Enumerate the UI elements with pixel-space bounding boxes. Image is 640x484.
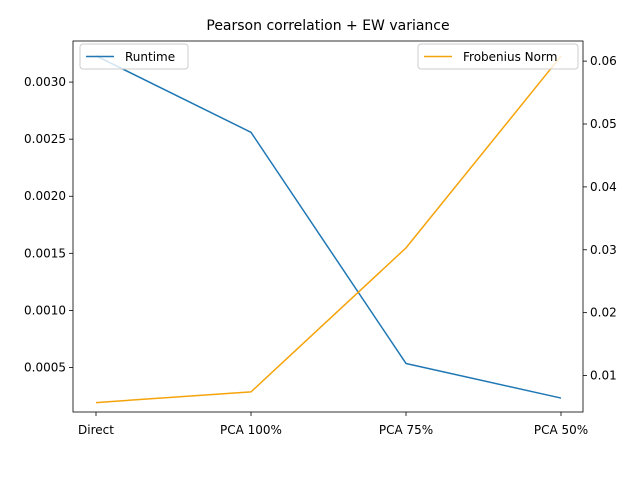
legends: Runtime Frobenius Norm	[79, 43, 579, 70]
legend-box	[79, 43, 189, 70]
left-y-tick-label: 0.0015	[24, 246, 66, 260]
x-tick-label: PCA 75%	[379, 423, 433, 437]
left-y-tick-label: 0.0025	[24, 132, 66, 146]
legend-label: Runtime	[125, 50, 175, 64]
series-line-frobenius-norm	[95, 55, 562, 404]
legend-box	[417, 43, 579, 70]
legend-runtime: Runtime	[79, 43, 189, 70]
x-tick-label: PCA 50%	[534, 423, 588, 437]
right-y-tick-label: 0.06	[590, 54, 617, 68]
right-y-tick-label: 0.04	[590, 180, 617, 194]
plot-frame	[72, 40, 584, 413]
series-line-runtime	[95, 55, 562, 399]
right-y-tick-label: 0.02	[590, 306, 617, 320]
axes: Direct PCA 100% PCA 75% PCA 50% 0.0005 0.0010…	[24, 40, 617, 437]
right-y-tick-label: 0.03	[590, 243, 617, 257]
left-y-tick-label: 0.0020	[24, 189, 66, 203]
right-y-tick-label: 0.01	[590, 369, 617, 383]
left-y-tick-label: 0.0010	[24, 303, 66, 317]
legend-frobenius-norm: Frobenius Norm	[417, 43, 579, 70]
left-y-tick-label: 0.0005	[24, 360, 66, 374]
chart-title: Pearson correlation + EW variance	[206, 18, 449, 34]
x-tick-label: PCA 100%	[220, 423, 282, 437]
series-lines	[95, 55, 562, 404]
legend-label: Frobenius Norm	[463, 50, 557, 64]
left-y-tick-label: 0.0030	[24, 75, 66, 89]
x-tick-label: Direct	[78, 423, 114, 437]
right-y-tick-label: 0.05	[590, 117, 617, 131]
